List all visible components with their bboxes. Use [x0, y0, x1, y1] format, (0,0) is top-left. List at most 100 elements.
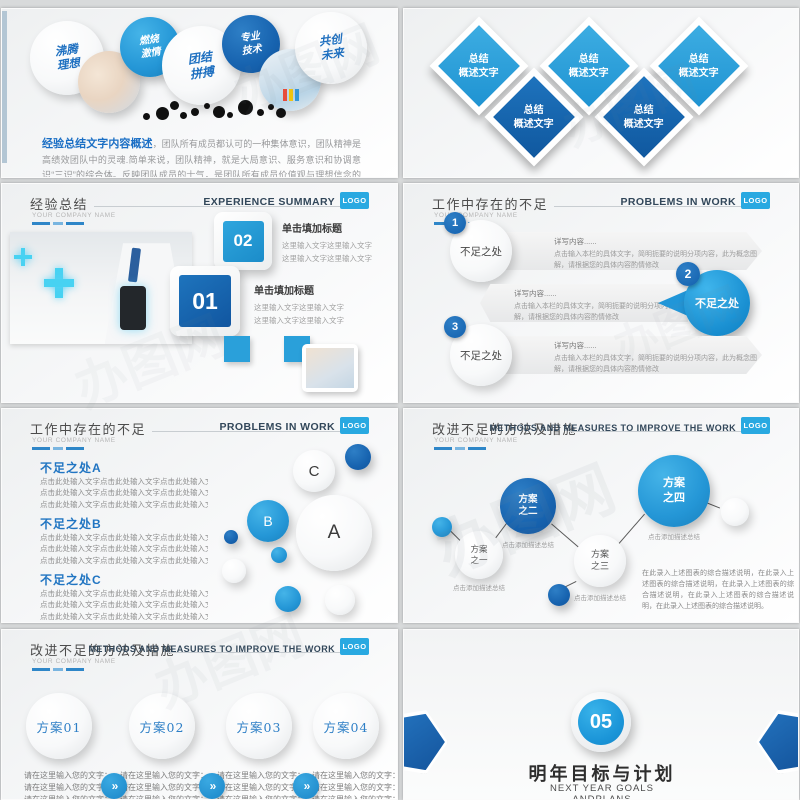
- slide-thumbnail-experience[interactable]: 经验总结 YOUR COMPANY NAME EXPERIENCE SUMMAR…: [1, 183, 398, 403]
- diamond-label: 总结 概述文字: [459, 53, 499, 79]
- step-02-frame: 02: [214, 212, 272, 270]
- decor-dot: [276, 108, 286, 118]
- letter-label: C: [308, 462, 320, 480]
- letter-label: B: [263, 513, 273, 529]
- bubble-label: 共创 未来: [317, 33, 345, 63]
- decor-circle-blue: [432, 517, 452, 537]
- section-number: 05: [578, 699, 624, 745]
- slide-thumbnail-diamonds[interactable]: 总结 概述文字 总结 概述文字 总结 概述文字 总结 概述文字 总结 概述文字: [403, 8, 799, 178]
- company-name: YOUR COMPANY NAME: [32, 437, 116, 444]
- bubble-future: 共创 未来: [295, 12, 367, 84]
- plan-node-1: 方案 之一: [455, 531, 503, 579]
- plan-label: 方案 之四: [663, 477, 685, 504]
- slide-title-en: PROBLEMS IN WORK: [620, 196, 736, 208]
- photo-thumb-frame: [302, 344, 358, 392]
- overview-body: ，团队所有成员都认可的一种集体意识，团队精神是高绩效团队中的灵魂.简单来说，团队…: [42, 139, 361, 178]
- decor-dot: [143, 113, 150, 120]
- slide-title: 工作中存在的不足: [30, 422, 147, 437]
- step-02-text: 单击填加标题 这里输入文字这里输入文字 这里输入文字这里输入文字: [282, 220, 394, 265]
- diamond-label: 总结 概述文字: [569, 53, 609, 79]
- slide-thumbnail-methods-network[interactable]: 改进不足的方法及措施 YOUR COMPANY NAME METHODS AND…: [403, 408, 799, 623]
- placeholder-line: 点击此处输入文字点击此处输入文字点击此处输入文字: [40, 477, 208, 486]
- decor-dot: [170, 101, 179, 110]
- slide-thumbnail-next-year[interactable]: 05 明年目标与计划 NEXT YEAR GOALS ANDPLANS: [403, 629, 799, 800]
- side-arrow-fill: [404, 713, 445, 771]
- detail-title: 详写内容......: [554, 341, 597, 350]
- placeholder-line: 点击此处输入文字点击此处输入文字点击此处输入文字: [40, 589, 208, 598]
- banner-strip: [480, 284, 688, 322]
- shortcoming-lines: 点击此处输入文字点击此处输入文字点击此处输入文字 点击此处输入文字点击此处输入文…: [40, 477, 208, 511]
- decor-circle-blue: [275, 586, 301, 612]
- photo-thumb: [306, 348, 354, 388]
- detail-title: 详写内容......: [514, 289, 557, 298]
- plan-caption: 点击添加描述总结: [502, 542, 554, 549]
- decor-dot: [180, 112, 187, 119]
- slide-thumbnail-problems-abc[interactable]: 工作中存在的不足 YOUR COMPANY NAME PROBLEMS IN W…: [1, 408, 398, 623]
- shortcoming-lines: 点击此处输入文字点击此处输入文字点击此处输入文字 点击此处输入文字点击此处输入文…: [40, 533, 208, 567]
- plan-body-text: 请在这里输入您的文字：请在这里输入您的文字：请在这里输入您的文字：: [120, 771, 208, 800]
- number-badge-3: 3: [444, 316, 466, 338]
- plan-circle-label: 方案02: [139, 719, 185, 735]
- dash-accent: [434, 447, 496, 450]
- placeholder-line: 点击此处输入文字点击此处输入文字点击此处输入文字: [40, 555, 208, 565]
- plan-label: 方案 之二: [518, 493, 538, 517]
- summary-paragraph: 在此录入上述图表的综合描述说明，在此录入上述图表的综合描述说明，在此录入上述图表…: [642, 570, 794, 610]
- section-title: 明年目标与计划: [528, 764, 676, 784]
- decor-dot: [238, 100, 253, 115]
- slide-title-en: METHODS AND MEASURES TO IMPROVE THE WORK: [88, 644, 335, 654]
- diamond-label: 总结 概述文字: [679, 53, 719, 79]
- bubble-label: 专业 技术: [239, 30, 263, 57]
- slide-thumbnail-methods-circles[interactable]: 改进不足的方法及措施 YOUR COMPANY NAME METHODS AND…: [1, 629, 398, 800]
- diamond-label: 总结 概述文字: [514, 104, 554, 130]
- section-number-ring: 05: [571, 692, 631, 752]
- decor-circle-white: [325, 585, 355, 615]
- plan-caption: 点击添加描述总结: [574, 595, 626, 602]
- photo-doctor-placeholder: [10, 232, 192, 344]
- side-arrow-fill: [759, 713, 798, 771]
- decor-circle-blue: [345, 444, 371, 470]
- plan-circle-label: 方案04: [323, 719, 369, 735]
- section-subtitle: NEXT YEAR GOALS ANDPLANS: [550, 783, 654, 800]
- left-accent-bar: [2, 11, 7, 163]
- bubble-label: 团结 拼搏: [187, 48, 216, 82]
- decor-dot: [156, 107, 169, 120]
- decor-circle-white: [721, 498, 749, 526]
- slide-title: 改进不足的方法及措施: [432, 422, 578, 437]
- dash-accent: [32, 668, 94, 671]
- item-line: 这里输入文字这里输入文字: [254, 316, 344, 326]
- banner-strip: [500, 232, 762, 270]
- item-line: 这里输入文字这里输入文字: [282, 254, 372, 264]
- photo-detail: [289, 89, 293, 101]
- medical-cross-icon: [14, 248, 32, 266]
- decor-circle-blue: [271, 547, 287, 563]
- decor-dot: [191, 108, 199, 116]
- slide-title: 经验总结: [30, 197, 89, 212]
- header-divider: [569, 431, 768, 432]
- placeholder-line: 点击此处输入文字点击此处输入文字点击此处输入文字: [40, 544, 208, 554]
- number-badge-1: 1: [444, 212, 466, 234]
- plan-label: 方案 之一: [470, 543, 488, 565]
- decor-circle-white: [222, 559, 246, 583]
- logo-badge: LOGO: [340, 192, 369, 209]
- item-line: 这里输入文字这里输入文字: [282, 241, 372, 250]
- company-name: YOUR COMPANY NAME: [32, 212, 116, 219]
- plan-body-text: 请在这里输入您的文字：请在这里输入您的文字：请在这里输入您的文字：: [24, 771, 112, 800]
- overview-paragraph: 经验总结文字内容概述，团队所有成员都认可的一种集体意识，团队精神是高绩效团队中的…: [42, 135, 361, 178]
- logo-badge: LOGO: [340, 638, 369, 655]
- slide-thumbnail-problems-banners[interactable]: 工作中存在的不足 YOUR COMPANY NAME PROBLEMS IN W…: [403, 183, 799, 403]
- slide-thumbnail-overview[interactable]: 沸腾 理想 燃烧 激情 团结 拼搏 专业 技术 共创 未来 经: [1, 8, 398, 178]
- side-arrow-left: [404, 710, 448, 774]
- header-divider: [94, 206, 367, 207]
- logo-badge: LOGO: [340, 417, 369, 434]
- slide-title-en: EXPERIENCE SUMMARY: [203, 196, 335, 208]
- placeholder-line: 点击此处输入文字点击此处输入文字点击此处输入文字: [40, 533, 208, 542]
- header-divider: [167, 652, 367, 653]
- item-line: 这里输入文字这里输入文字: [254, 303, 344, 312]
- banner-text: 详写内容...... 点击输入本栏的具体文字，简明扼要的说明分项内容，此为概念图…: [514, 288, 722, 323]
- plan-circle-01: 方案01: [26, 693, 92, 759]
- plan-label: 方案 之三: [590, 549, 609, 571]
- decor-square: [224, 336, 250, 362]
- company-name: YOUR COMPANY NAME: [434, 437, 518, 444]
- photo-detail: [283, 89, 287, 101]
